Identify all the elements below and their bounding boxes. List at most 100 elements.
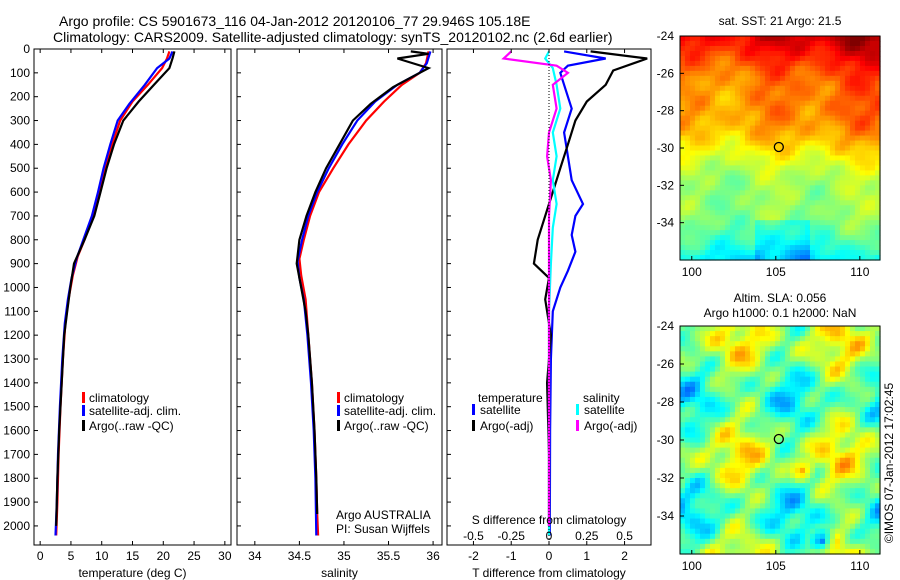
- difference-x2tick-label: 0.25: [575, 529, 599, 543]
- temperature-axes-frame: [33, 48, 232, 546]
- temperature-ytick-label: 1300: [3, 352, 30, 366]
- difference-legend-label: satellite: [584, 403, 625, 417]
- sla-ytick-label: -28: [657, 395, 675, 409]
- difference-xtick-label: -2: [468, 549, 479, 563]
- salinity-legend-swatch: [337, 405, 340, 416]
- temperature-xtick-label: 20: [157, 549, 171, 563]
- difference-legend-header: temperature: [478, 391, 543, 405]
- difference-x2tick-label: 0: [546, 529, 553, 543]
- sst-heatmap-cells: [680, 36, 881, 261]
- difference-xtick-label: 0: [546, 549, 553, 563]
- sst-title: sat. SST: 21 Argo: 21.5: [719, 14, 842, 28]
- sla-ytick-label: -32: [657, 471, 675, 485]
- sla-ytick-label: -34: [657, 509, 675, 523]
- difference-legend-swatch: [472, 420, 475, 431]
- sla-subtitle: Argo h1000: 0.1 h2000: NaN: [704, 306, 857, 320]
- temperature-ytick-label: 1600: [3, 424, 30, 438]
- sst-ytick-label: -24: [657, 29, 675, 43]
- temperature-ytick-label: 700: [10, 209, 30, 223]
- temperature-ytick-label: 1500: [3, 400, 30, 414]
- difference-xlabel2: S difference from climatology: [472, 513, 627, 527]
- temperature-series-0-line: [55, 51, 171, 536]
- sst-ytick-label: -30: [657, 141, 675, 155]
- salinity-xtick-label: 35.5: [377, 549, 401, 563]
- sst-map-panel: 100 105 110 -24 -26 -28 -30 -32 -34 sat. SST: 21 …: [657, 14, 881, 279]
- temperature-ytick-label: 1400: [3, 376, 30, 390]
- temperature-ytick-label: 300: [10, 114, 30, 128]
- salinity-xtick-label: 34.5: [288, 549, 312, 563]
- temperature-ytick-label: 1800: [3, 471, 30, 485]
- credit-text: ©IMOS 07-Jan-2012 17:02:45: [882, 383, 896, 544]
- salinity-xlabel: salinity: [321, 566, 358, 580]
- sla-ytick-label: -26: [657, 357, 675, 371]
- difference-legend-label: satellite: [480, 403, 521, 417]
- difference-legend-swatch: [472, 404, 475, 415]
- sla-map-panel: 100 105 110 -24 -26 -28 -30 -32 -34 Altim. SLA: 0…: [657, 291, 881, 573]
- sst-ytick-label: -26: [657, 66, 675, 80]
- sst-ytick-label: -34: [657, 216, 675, 230]
- temperature-ytick-label: 1000: [3, 280, 30, 294]
- temperature-ytick-label: 100: [10, 66, 30, 80]
- temperature-legend-swatch: [82, 392, 85, 403]
- salinity-legend-swatch: [337, 392, 340, 403]
- difference-series-3-line: [501, 50, 570, 526]
- temperature-ytick-label: 1700: [3, 447, 30, 461]
- temperature-ytick-label: 2000: [3, 519, 30, 533]
- salinity-legend-label: climatology: [344, 391, 404, 405]
- temperature-xtick-label: 5: [68, 549, 75, 563]
- sst-xtick-label: 105: [766, 265, 786, 279]
- salinity-legend-label: Argo(..raw -QC): [344, 419, 429, 433]
- sla-ytick-label: -24: [657, 319, 675, 333]
- difference-x2tick-label: -0.5: [463, 529, 484, 543]
- temperature-ytick-label: 400: [10, 137, 30, 151]
- salinity-axes-frame: [236, 48, 443, 546]
- difference-legend-label: Argo(-adj): [480, 419, 533, 433]
- difference-legend-swatch: [576, 420, 579, 431]
- difference-series-0-line: [548, 50, 606, 536]
- figure-title-line1: Argo profile: CS 5901673_116 04-Jan-2012…: [59, 13, 531, 29]
- temperature-xtick-label: 15: [126, 549, 140, 563]
- salinity-legend-swatch: [337, 420, 340, 431]
- temperature-ytick-label: 0: [23, 42, 30, 56]
- sst-ytick-label: -28: [657, 104, 675, 118]
- sla-xtick-label: 105: [766, 559, 786, 573]
- temperature-series-2-line: [55, 51, 176, 526]
- difference-xtick-label: 2: [621, 549, 628, 563]
- temperature-xtick-label: 25: [187, 549, 201, 563]
- salinity-xtick-label: 35: [337, 549, 351, 563]
- temperature-legend-label: satellite-adj. clim.: [89, 404, 181, 418]
- salinity-annotation: PI: Susan Wijffels: [336, 522, 430, 536]
- salinity-series-2-line: [295, 50, 432, 515]
- temperature-ytick-label: 200: [10, 90, 30, 104]
- sla-xtick-label: 100: [682, 559, 702, 573]
- salinity-xtick-label: 36: [426, 549, 440, 563]
- temperature-ytick-label: 1100: [4, 304, 30, 318]
- sla-argo-marker: [773, 433, 784, 445]
- difference-legend-header: salinity: [583, 391, 620, 405]
- temperature-ytick-label: 800: [10, 233, 30, 247]
- difference-xtick-label: 1: [583, 549, 590, 563]
- sst-ytick-label: -32: [657, 178, 675, 192]
- difference-x2tick-label: -0.25: [498, 529, 526, 543]
- sla-heatmap-cells: [680, 326, 881, 555]
- figure-title-line2: Climatology: CARS2009. Satellite-adjuste…: [53, 29, 613, 45]
- difference-legend-swatch: [576, 404, 579, 415]
- temperature-panel: 0 5 10 15 20 25 30 temperature (deg C) 0 100 200 30…: [3, 42, 232, 580]
- sst-xtick-label: 110: [850, 265, 869, 279]
- salinity-annotation: Argo AUSTRALIA: [336, 508, 431, 522]
- temperature-ytick-label: 900: [10, 257, 30, 271]
- temperature-ytick-label: 1200: [3, 328, 30, 342]
- sla-title: Altim. SLA: 0.056: [734, 291, 827, 305]
- temperature-xtick-label: 0: [37, 549, 44, 563]
- temperature-legend-label: Argo(..raw -QC): [89, 419, 174, 433]
- sst-argo-marker: [773, 141, 784, 153]
- difference-legend-label: Argo(-adj): [584, 419, 637, 433]
- temperature-series-1-line: [54, 50, 174, 536]
- sst-xtick-label: 100: [682, 265, 702, 279]
- salinity-xtick-label: 34: [248, 549, 262, 563]
- difference-x2tick-label: 0.5: [616, 529, 633, 543]
- temperature-ytick-label: 600: [10, 185, 30, 199]
- difference-panel: -2 -1 0 1 2 T difference from climatology temp…: [446, 48, 652, 580]
- salinity-legend-label: satellite-adj. clim.: [344, 404, 436, 418]
